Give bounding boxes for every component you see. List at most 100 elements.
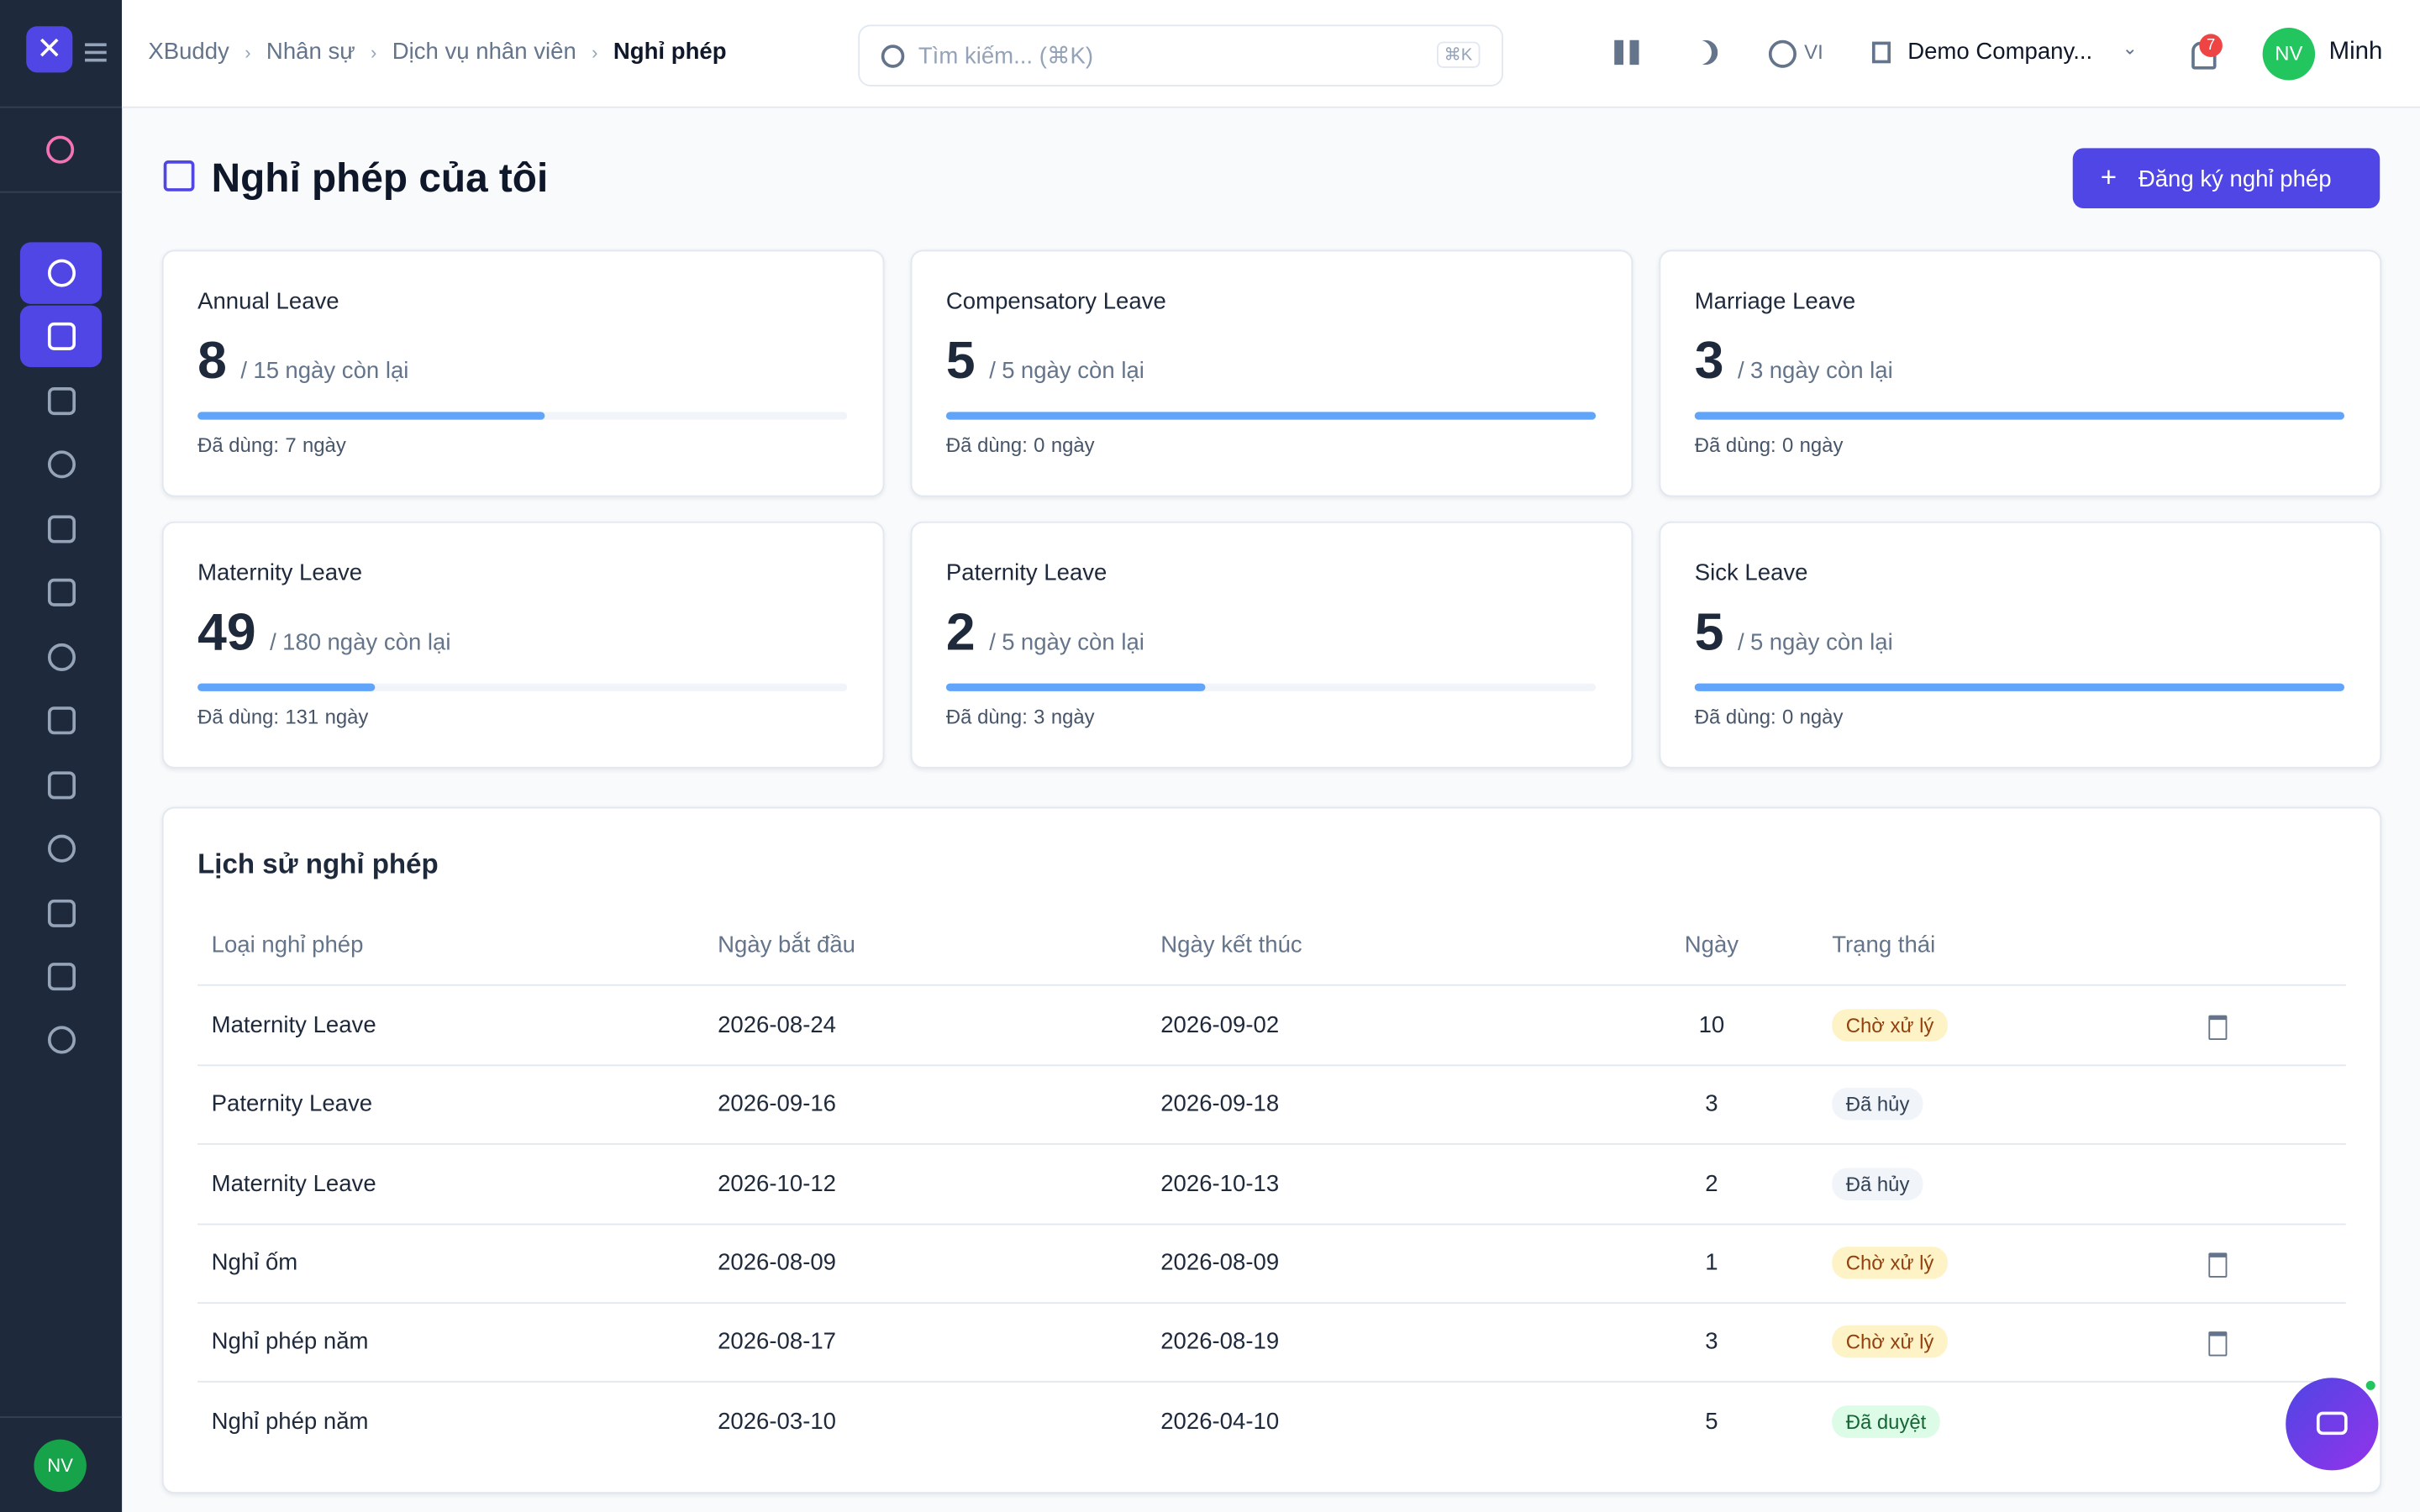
cell: 2026-10-12: [718, 1170, 837, 1197]
used-prefix: Đã dùng:: [1694, 433, 1776, 457]
nav-icon[interactable]: [47, 643, 76, 671]
status-badge: Chờ xử lý: [1832, 1246, 1948, 1279]
nav-active[interactable]: [19, 305, 103, 368]
leave-name: Annual Leave: [197, 288, 339, 315]
apps-icon[interactable]: [1614, 39, 1639, 66]
profile-icon[interactable]: [46, 135, 75, 164]
cell: 5: [1705, 1408, 1718, 1435]
table-title: Lịch sử nghỉ phép: [197, 848, 439, 879]
avatar[interactable]: NV: [34, 1439, 87, 1493]
used: 3: [1034, 705, 1045, 728]
total: 5: [1002, 358, 1015, 385]
nav-icon[interactable]: [47, 899, 76, 927]
used-row: Đã dùng: 7 ngày: [197, 433, 346, 457]
user-name[interactable]: Minh: [2328, 38, 2383, 66]
remaining: 2: [945, 603, 976, 662]
progress-bar: [197, 412, 544, 420]
breadcrumb-sep: ›: [371, 41, 377, 64]
shortcut: ⌘K: [1436, 41, 1481, 68]
breadcrumb-item[interactable]: Dịch vụ nhân viên: [392, 38, 576, 66]
delete-button[interactable]: [2208, 1015, 2228, 1040]
nav-icon[interactable]: [47, 771, 76, 800]
nav-icon[interactable]: [47, 706, 76, 735]
cell: 2026-03-10: [718, 1408, 837, 1435]
remaining-suffix: ngày còn lại: [1020, 629, 1144, 656]
row-line: [197, 1381, 2346, 1383]
total: 15: [253, 358, 280, 385]
remaining: 3: [1694, 331, 1724, 391]
search-box[interactable]: Tìm kiếm... (⌘K) ⌘K: [858, 24, 1503, 87]
used-prefix: Đã dùng:: [197, 705, 280, 728]
remaining-suffix: ngày còn lại: [1769, 629, 1893, 656]
leave-name: Paternity Leave: [945, 559, 1107, 586]
progress-track: [197, 412, 848, 420]
language[interactable]: VI: [1804, 39, 1823, 64]
row-line: [197, 1222, 2346, 1225]
used-suffix: ngày: [1799, 705, 1844, 728]
user-avatar[interactable]: NV: [2262, 28, 2316, 81]
balance-card: Sick Leave 5/5 ngày còn lại Đã dùng: 0 ngày: [1659, 521, 2382, 769]
remaining-suffix: ngày còn lại: [1769, 358, 1893, 385]
chatbot-button[interactable]: [2286, 1378, 2379, 1471]
nav-icon[interactable]: [47, 515, 76, 543]
breadcrumb-item: Nghỉ phép: [613, 38, 727, 66]
balance-row: 5/5 ngày còn lại: [1695, 603, 1893, 664]
used: 7: [285, 433, 297, 457]
breadcrumb-item[interactable]: Nhân sự: [266, 38, 355, 66]
nav-icon[interactable]: [47, 259, 76, 287]
history-card: Lịch sử nghỉ phép Loại nghỉ phép Ngày bắt…: [161, 806, 2382, 1494]
nav-icon[interactable]: [47, 963, 76, 991]
globe-icon[interactable]: [1768, 39, 1797, 68]
header-line: [197, 984, 2346, 986]
cell: Maternity Leave: [211, 1170, 376, 1197]
total: 5: [1750, 629, 1764, 656]
online-dot: [2363, 1378, 2379, 1394]
cell: Maternity Leave: [211, 1011, 376, 1039]
delete-button[interactable]: [2208, 1252, 2228, 1278]
delete-button[interactable]: [2208, 1331, 2228, 1357]
divider: [0, 1416, 123, 1418]
cell: 2026-09-16: [718, 1091, 837, 1118]
nav-icon[interactable]: [47, 834, 76, 863]
nav-icon[interactable]: [47, 322, 76, 350]
nav-icon[interactable]: [47, 1026, 76, 1054]
progress-bar: [945, 412, 1597, 420]
used-suffix: ngày: [1050, 705, 1095, 728]
cell: 2026-08-24: [718, 1011, 837, 1039]
company[interactable]: Demo Company...: [1907, 38, 2093, 66]
remaining: 8: [197, 331, 227, 391]
separator: /: [240, 358, 248, 385]
column-header: Trạng thái: [1832, 932, 1936, 958]
divider: [0, 191, 123, 193]
search-icon: [881, 45, 905, 68]
breadcrumb-item[interactable]: XBuddy: [148, 38, 229, 66]
nav-icon[interactable]: [47, 450, 76, 479]
used-row: Đã dùng: 0 ngày: [1695, 705, 1844, 728]
used-row: Đã dùng: 0 ngày: [1695, 433, 1844, 457]
search-placeholder: Tìm kiếm... (⌘K): [918, 43, 1094, 70]
balance-row: 3/3 ngày còn lại: [1695, 332, 1893, 392]
nav-icon[interactable]: [47, 387, 76, 416]
total: 180: [282, 629, 322, 656]
leave-name: Marriage Leave: [1694, 288, 1856, 315]
progress-bar: [1694, 683, 2344, 691]
balance-row: 49 /180 ngày còn lại: [197, 603, 450, 664]
cell: 2: [1705, 1170, 1718, 1197]
button-label: Đăng ký nghỉ phép: [2138, 166, 2332, 193]
nav-icon[interactable]: [47, 578, 76, 606]
cell: 2026-08-19: [1160, 1328, 1280, 1355]
balance-card: Maternity Leave 49 /180 ngày còn lại Đã dùng…: [161, 521, 885, 769]
used: 131: [285, 705, 319, 728]
used: 0: [1034, 433, 1045, 457]
theme-icon[interactable]: [1693, 40, 1718, 65]
logo[interactable]: ✕: [26, 26, 73, 73]
progress-bar: [1694, 412, 2344, 420]
row-line: [197, 1301, 2346, 1304]
remaining-suffix: ngày còn lại: [327, 629, 451, 656]
register-button[interactable]: + Đăng ký nghỉ phép: [2072, 148, 2381, 208]
chevron[interactable]: ⌄: [2122, 37, 2138, 59]
cell: 2026-09-18: [1160, 1091, 1280, 1118]
remaining: 49: [197, 603, 256, 662]
menu-toggle[interactable]: [85, 43, 107, 47]
